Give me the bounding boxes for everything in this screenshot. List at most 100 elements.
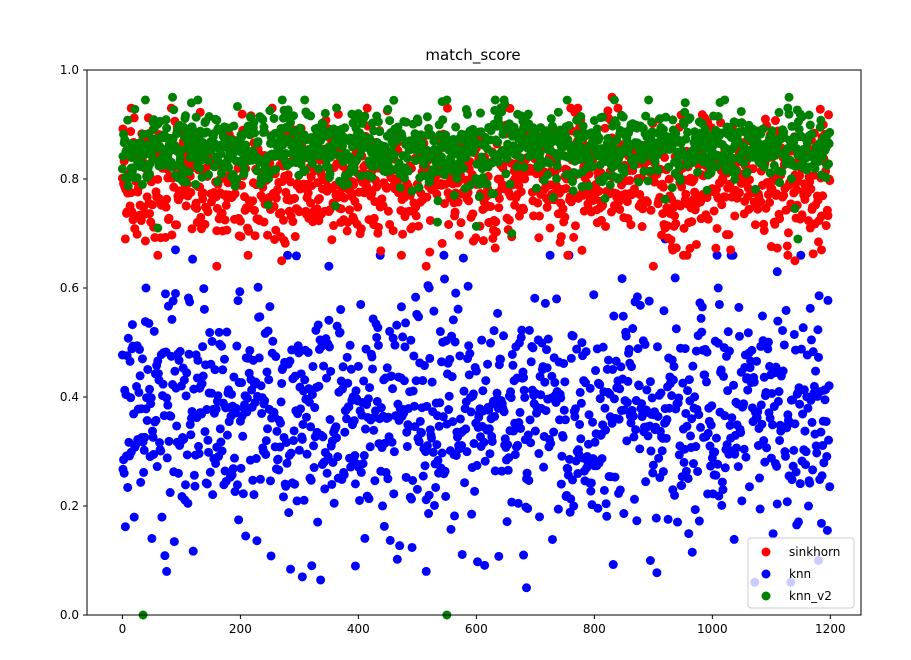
- data-point-sinkhorn: [779, 190, 789, 200]
- data-point-knn: [158, 379, 168, 389]
- data-point-sinkhorn: [259, 217, 269, 227]
- data-point-sinkhorn: [724, 230, 734, 240]
- data-point-knn: [392, 320, 402, 330]
- data-point-knn: [369, 425, 379, 435]
- legend-label-sinkhorn: sinkhorn: [789, 545, 840, 559]
- data-point-knn: [432, 440, 442, 450]
- data-point-knn: [119, 468, 129, 478]
- data-point-knn: [429, 306, 439, 316]
- data-point-sinkhorn: [765, 198, 775, 207]
- data-point-knn_v2: [402, 153, 412, 163]
- data-point-knn: [360, 424, 370, 434]
- data-point-knn: [422, 441, 432, 451]
- data-point-knn: [390, 340, 400, 350]
- data-point-knn: [219, 354, 229, 364]
- data-point-knn: [450, 511, 460, 521]
- data-point-knn: [229, 453, 239, 463]
- data-point-knn: [152, 462, 162, 472]
- data-point-knn: [382, 363, 392, 373]
- data-point-knn_v2: [286, 117, 296, 127]
- data-point-knn: [164, 436, 174, 446]
- data-point-knn_v2: [188, 125, 198, 135]
- data-point-knn: [752, 356, 762, 366]
- data-point-knn: [429, 500, 439, 510]
- data-point-sinkhorn: [533, 198, 543, 208]
- data-point-knn: [464, 341, 474, 351]
- data-point-knn: [188, 254, 198, 264]
- data-point-knn: [559, 405, 569, 415]
- data-point-knn: [635, 444, 645, 454]
- data-point-sinkhorn: [153, 174, 163, 184]
- data-point-knn: [415, 416, 425, 426]
- data-point-knn: [737, 496, 747, 506]
- data-point-knn_v2: [791, 161, 801, 171]
- data-point-knn: [707, 401, 717, 411]
- data-point-knn: [166, 411, 176, 421]
- data-point-knn: [271, 352, 281, 362]
- data-point-knn: [162, 393, 172, 403]
- data-point-sinkhorn: [709, 206, 719, 216]
- data-point-sinkhorn: [600, 123, 610, 133]
- data-point-knn_v2: [471, 221, 481, 231]
- data-point-sinkhorn: [563, 250, 573, 260]
- data-point-knn: [217, 341, 227, 351]
- data-point-knn_v2: [685, 113, 695, 123]
- data-point-knn_v2: [742, 167, 752, 177]
- data-point-knn_v2: [516, 153, 526, 163]
- data-point-knn: [534, 512, 544, 522]
- data-point-knn: [455, 351, 465, 361]
- data-point-knn: [277, 378, 287, 388]
- data-point-knn: [489, 326, 499, 336]
- data-point-sinkhorn: [556, 232, 566, 242]
- data-point-knn: [723, 327, 733, 337]
- data-point-knn_v2: [634, 177, 644, 187]
- data-point-knn: [805, 478, 815, 488]
- data-point-knn: [688, 361, 698, 371]
- data-point-knn: [300, 375, 310, 385]
- data-point-sinkhorn: [425, 247, 435, 257]
- data-point-knn: [241, 531, 251, 541]
- data-point-knn_v2: [450, 190, 460, 200]
- data-point-knn_v2: [214, 157, 224, 167]
- data-point-knn: [747, 345, 757, 355]
- data-point-sinkhorn: [561, 183, 571, 193]
- data-point-knn_v2: [737, 118, 747, 128]
- data-point-knn: [537, 338, 547, 348]
- data-point-knn_v2: [356, 171, 366, 181]
- data-point-knn: [211, 404, 221, 414]
- data-point-knn: [227, 389, 237, 399]
- data-point-sinkhorn: [120, 234, 130, 244]
- data-point-knn: [194, 441, 203, 451]
- x-tick-label: 800: [583, 622, 606, 636]
- data-point-knn: [136, 477, 146, 487]
- data-point-sinkhorn: [573, 103, 583, 113]
- data-point-knn: [439, 250, 449, 260]
- data-point-sinkhorn: [353, 202, 363, 212]
- data-point-knn: [383, 474, 393, 484]
- data-point-knn: [627, 362, 637, 372]
- x-tick-label: 400: [347, 622, 370, 636]
- data-point-knn_v2: [777, 167, 787, 177]
- data-point-knn: [199, 284, 209, 294]
- data-point-knn_v2: [265, 106, 275, 116]
- data-point-knn_v2: [145, 169, 155, 179]
- data-point-sinkhorn: [294, 207, 304, 217]
- data-point-knn_v2: [787, 121, 797, 131]
- data-point-knn_v2: [478, 173, 488, 183]
- data-point-knn_v2: [816, 115, 826, 125]
- data-point-knn_v2: [482, 179, 492, 189]
- data-point-sinkhorn: [437, 238, 447, 248]
- data-point-knn: [588, 417, 598, 427]
- data-point-knn: [434, 421, 444, 431]
- data-point-knn: [237, 378, 247, 388]
- data-point-knn_v2: [337, 141, 347, 151]
- data-point-knn_v2: [576, 112, 586, 122]
- data-point-knn: [773, 316, 783, 326]
- data-point-sinkhorn: [421, 261, 431, 271]
- data-point-knn: [795, 479, 805, 489]
- data-point-knn_v2: [668, 115, 678, 125]
- data-point-knn: [463, 281, 473, 291]
- data-point-knn: [401, 318, 411, 328]
- data-point-knn: [801, 447, 811, 457]
- data-point-knn: [640, 339, 650, 349]
